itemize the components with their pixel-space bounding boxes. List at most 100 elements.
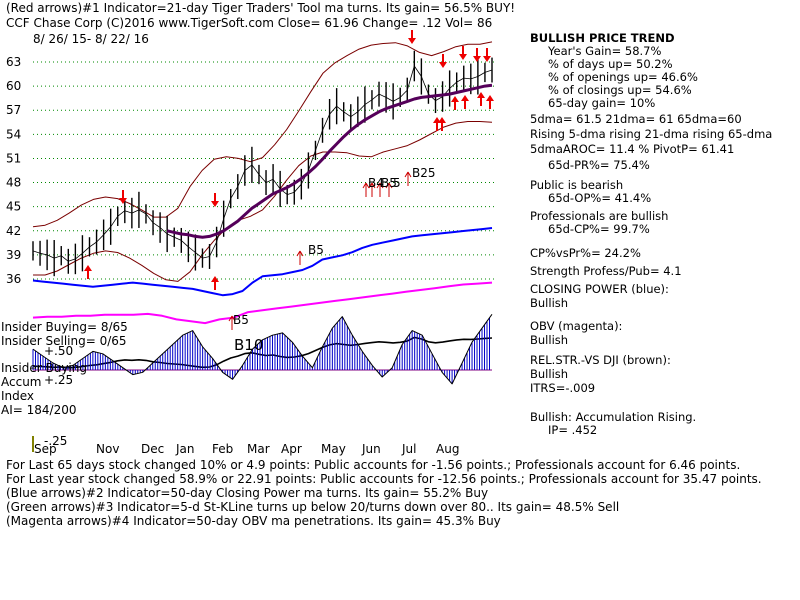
footer-line-2: For Last year stock changed 58.9% or 22.…: [6, 472, 762, 486]
footer-line-4: (Green arrows)#3 Indicator=5-d St-KLine …: [6, 500, 620, 514]
x-tick-label: May: [321, 442, 346, 456]
buy-signal-head: [296, 250, 304, 257]
x-tick-label: Mar: [247, 442, 270, 456]
stats-line: CP%vsPr%= 24.2%: [530, 246, 641, 260]
x-tick-label: Jul: [401, 442, 416, 456]
red-sell-arrow: [473, 48, 481, 62]
closing-power-line: [32, 227, 493, 297]
footer-line-5: (Magenta arrows)#4 Indicator=50-day OBV …: [6, 514, 501, 528]
stats-line: BULLISH PRICE TREND: [530, 31, 675, 45]
insider-selling-label: Insider Selling= 0/65: [1, 334, 127, 348]
red-buy-arrow: [477, 92, 485, 106]
grid-lines: [32, 61, 496, 452]
accum-label: Accum: [1, 375, 42, 389]
x-tick-label: Dec: [141, 442, 164, 456]
buy-signal-head: [362, 182, 370, 189]
accumulation-index: [32, 314, 493, 385]
stats-line: 65d-CP%= 99.7%: [548, 222, 650, 236]
ai-outline: [32, 314, 493, 385]
b4-may-label: B4: [368, 176, 384, 190]
y-tick-label: 36: [6, 272, 21, 286]
closing-power-polyline: [32, 227, 493, 297]
index-label: Index: [1, 389, 35, 403]
stats-line: % of openings up= 46.6%: [548, 70, 698, 84]
stats-line: Bullish: [530, 367, 569, 381]
red-buy-arrow: [438, 117, 446, 131]
stats-line: Public is bearish: [530, 178, 624, 192]
x-tick-label: Jan: [175, 442, 195, 456]
stats-line: CLOSING POWER (blue):: [530, 282, 669, 296]
y-tick-label: 60: [6, 79, 21, 93]
x-tick-label: Jun: [361, 442, 381, 456]
y-tick-label: 57: [6, 103, 21, 117]
stats-line: Strength Profess/Pub= 4.1: [530, 264, 682, 278]
red-buy-arrow: [461, 95, 469, 109]
red-sell-arrow: [119, 190, 127, 204]
b5-mar-label: B5: [308, 243, 324, 257]
header-line-1: (Red arrows)#1 Indicator=21-day Tiger Tr…: [6, 1, 516, 15]
y-tick-label: 39: [6, 248, 21, 262]
ma65-line: [166, 83, 493, 239]
ai-plus25-label: +.25: [44, 373, 74, 387]
red-sell-arrow: [439, 54, 447, 68]
x-tick-label: Sep: [34, 442, 57, 456]
obv-polyline: [32, 281, 493, 325]
y-tick-label: 42: [6, 224, 21, 238]
x-axis-month-labels: Sep Nov Dec Jan Feb Mar Apr May Jun Jul Aug: [34, 442, 459, 456]
stats-line: Year's Gain= 58.7%: [548, 44, 662, 58]
stats-line: 5dmaAROC= 11.4 % PivotP= 61.41: [530, 142, 735, 156]
buy-signal-head: [368, 182, 376, 189]
y-tick-label: 51: [6, 151, 21, 165]
footer-line-3: (Blue arrows)#2 Indicator=50-day Closing…: [6, 486, 489, 500]
signal-arrows: [84, 30, 494, 330]
price-close-line: [32, 65, 493, 262]
stats-line: IP= .452: [548, 423, 598, 437]
b10-label: B10: [234, 336, 264, 354]
bollinger-bands: [32, 41, 493, 282]
y-tick-label: 45: [6, 200, 21, 214]
insider-buying-label-2: Insider Buying: [1, 361, 87, 375]
stats-line: Professionals are bullish: [530, 209, 669, 223]
red-sell-arrow: [211, 193, 219, 207]
red-buy-arrow: [84, 265, 92, 279]
red-buy-arrow: [211, 276, 219, 290]
stats-line: REL.STR.-VS DJI (brown):: [530, 353, 671, 367]
price-bars: [32, 50, 493, 277]
y-tick-label: 63: [6, 55, 21, 69]
ma65-polyline: [166, 83, 493, 239]
x-tick-label: Aug: [436, 442, 459, 456]
obv-line: [32, 281, 493, 325]
stats-line: 65d-PR%= 75.4%: [548, 158, 650, 172]
ai-value-label: AI= 184/200: [1, 403, 77, 417]
stats-line: Rising 5-dma rising 21-dma rising 65-dma: [530, 127, 773, 141]
insider-buying-label: Insider Buying= 8/65: [1, 320, 128, 334]
lower-band-line: [33, 121, 493, 282]
ai-minus25-label: -.25: [44, 434, 68, 448]
stats-line: 65d-OP%= 41.4%: [548, 191, 652, 205]
b5-may-label-2: 5: [393, 176, 401, 190]
date-range: 8/ 26/ 15- 8/ 22/ 16: [33, 32, 149, 46]
ai-plus50-label: +.50: [44, 344, 74, 358]
stats-line: Bullish: [530, 296, 569, 310]
stats-line: Bullish: Accumulation Rising.: [530, 410, 697, 424]
x-tick-label: Feb: [212, 442, 233, 456]
red-sell-arrow: [408, 30, 416, 44]
b5-jan-label: B5: [233, 313, 249, 327]
stats-line: 5dma= 61.5 21dma= 61 65dma=60: [530, 112, 742, 126]
buy-signal-head: [404, 171, 412, 178]
red-buy-arrow: [451, 96, 459, 110]
upper-band-line: [32, 41, 493, 228]
x-tick-label: Nov: [96, 442, 119, 456]
y-tick-label: 48: [6, 176, 21, 190]
stats-line: % of closings up= 54.6%: [548, 83, 692, 97]
buy-signal-head: [385, 182, 393, 189]
buy-signal-head: [228, 315, 236, 322]
red-sell-arrow: [459, 46, 467, 60]
red-buy-arrow: [486, 95, 494, 109]
y-tick-label: 54: [6, 127, 21, 141]
y-axis-tick-labels: 63 60 57 54 51 48 45 42 39 36: [6, 55, 21, 286]
stats-line: OBV (magenta):: [530, 319, 623, 333]
buy-signal-head: [376, 182, 384, 189]
stats-line: ITRS=-.009: [530, 381, 596, 395]
